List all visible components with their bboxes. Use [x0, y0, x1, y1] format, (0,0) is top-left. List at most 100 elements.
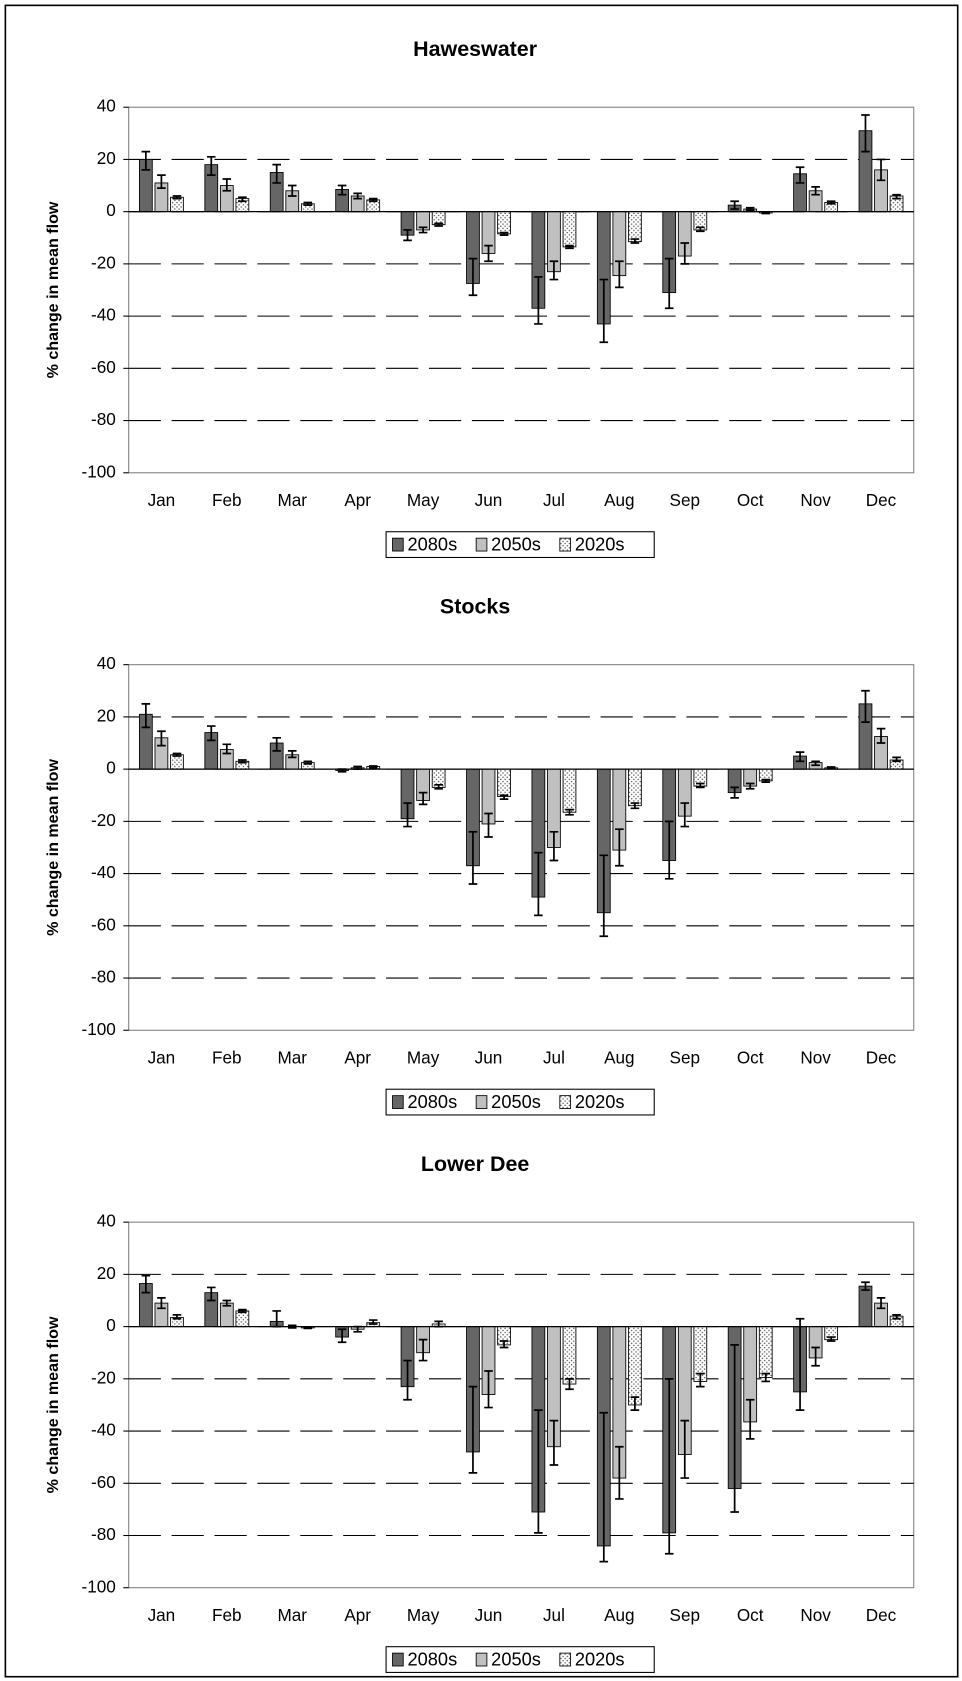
error-bar — [730, 1344, 739, 1513]
y-tick-label: -80 — [91, 409, 116, 429]
x-tick-label: Apr — [344, 490, 371, 510]
error-bar — [222, 178, 232, 192]
plot-area — [128, 664, 915, 1031]
error-bar — [434, 222, 443, 227]
legend-swatch — [559, 1652, 571, 1667]
error-bar — [876, 727, 886, 744]
error-bar — [403, 802, 412, 828]
y-tick-label: -60 — [91, 914, 116, 934]
bar — [562, 1326, 577, 1385]
error-bar — [337, 1328, 347, 1344]
legend-label: 2080s — [408, 534, 458, 554]
error-bar — [730, 786, 739, 799]
x-tick-label: Jan — [148, 1048, 176, 1068]
error-bar — [287, 749, 297, 759]
error-bar — [761, 778, 771, 784]
bar — [628, 1326, 642, 1406]
error-bar — [861, 689, 870, 723]
error-bar — [761, 1372, 771, 1383]
y-tick-label: -20 — [91, 1367, 116, 1387]
error-bar — [206, 725, 216, 742]
error-bar — [484, 812, 493, 838]
error-bar — [418, 1338, 428, 1362]
x-tick-label: Sep — [670, 490, 701, 510]
legend-swatch — [475, 1095, 488, 1109]
error-bar — [418, 226, 428, 234]
error-bar — [434, 783, 443, 790]
x-tick-label: Aug — [604, 490, 635, 510]
x-tick-label: Oct — [737, 1048, 764, 1068]
bar — [858, 1285, 873, 1328]
error-bar — [630, 1396, 640, 1412]
error-bar — [238, 196, 247, 203]
y-tick-label: -80 — [91, 1524, 116, 1544]
bar — [562, 768, 577, 813]
bar — [235, 1310, 250, 1328]
error-bar — [826, 766, 836, 770]
legend-swatch — [392, 537, 404, 552]
y-tick-label: -40 — [91, 305, 116, 325]
x-tick-label: May — [407, 1048, 440, 1068]
error-bar — [826, 200, 836, 205]
error-bar — [403, 1359, 412, 1401]
error-bar — [206, 1286, 216, 1302]
error-bar — [141, 1274, 151, 1294]
x-tick-label: Nov — [800, 1048, 831, 1068]
x-tick-label: Mar — [277, 490, 307, 510]
x-tick-label: Jun — [475, 1605, 503, 1625]
x-tick-label: Jul — [543, 490, 565, 510]
error-bar — [157, 174, 166, 190]
error-bar — [876, 1297, 886, 1310]
error-bar — [303, 760, 313, 765]
error-bar — [141, 702, 151, 729]
error-bar — [615, 260, 624, 289]
error-bar — [565, 1377, 574, 1391]
error-bar — [795, 1317, 805, 1412]
error-bar — [337, 184, 347, 196]
legend-swatch — [559, 537, 571, 552]
error-bar — [368, 765, 378, 769]
chart-title: Lower Dee — [421, 1152, 530, 1176]
error-bar — [664, 257, 674, 310]
legend-label: 2080s — [408, 1092, 458, 1112]
error-bar — [534, 276, 543, 325]
y-tick-label: 40 — [97, 653, 116, 673]
x-tick-label: Feb — [212, 1605, 242, 1625]
error-bar — [368, 197, 378, 203]
y-tick-label: -40 — [91, 1420, 116, 1440]
x-tick-label: Mar — [277, 1605, 307, 1625]
error-bar — [630, 802, 640, 810]
y-tick-label: 20 — [97, 705, 116, 725]
error-bar — [696, 226, 705, 233]
error-bar — [811, 760, 820, 767]
error-bar — [664, 1377, 674, 1555]
x-tick-label: Aug — [604, 1048, 635, 1068]
y-tick-label: -20 — [91, 810, 116, 830]
x-tick-label: Jan — [148, 1605, 176, 1625]
error-bar — [876, 158, 886, 182]
x-tick-label: Dec — [866, 1605, 897, 1625]
error-bar — [549, 830, 559, 862]
error-bar — [826, 1336, 836, 1342]
y-tick-label: 20 — [97, 148, 116, 168]
error-bar — [468, 830, 478, 885]
y-tick-label: -40 — [91, 862, 116, 882]
error-bar — [172, 752, 182, 757]
error-bar — [157, 730, 166, 747]
legend-box — [385, 1646, 655, 1673]
error-bar — [861, 114, 870, 153]
error-bar — [157, 1297, 166, 1310]
error-bar — [615, 828, 624, 867]
legend-box — [385, 1088, 655, 1116]
y-axis-label: % change in mean flow — [44, 759, 62, 936]
bar — [628, 768, 642, 807]
chart-title: Haweswater — [413, 37, 538, 61]
y-tick-label: -100 — [82, 1019, 116, 1039]
y-tick-label: -20 — [91, 252, 116, 272]
error-bar — [468, 1385, 478, 1474]
bar — [219, 1302, 234, 1328]
x-tick-label: Jun — [475, 1048, 503, 1068]
x-tick-label: Aug — [604, 1605, 635, 1625]
